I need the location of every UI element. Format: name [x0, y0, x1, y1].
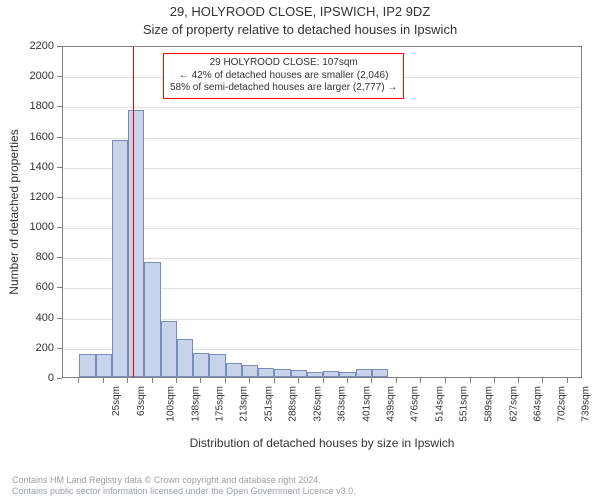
x-tick-mark: [494, 378, 495, 383]
x-tick-mark: [298, 378, 299, 383]
histogram-bar: [209, 354, 225, 377]
footer-line1: Contains HM Land Registry data © Crown c…: [12, 475, 600, 486]
x-tick-mark: [103, 378, 104, 383]
x-tick-mark: [371, 378, 372, 383]
x-tick-mark: [445, 378, 446, 383]
y-tick-label: 2200: [14, 40, 54, 52]
x-tick-label: 589sqm: [483, 386, 494, 422]
annotation-box: 29 HOLYROOD CLOSE: 107sqm ← 42% of detac…: [163, 53, 404, 99]
y-tick-label: 1800: [14, 100, 54, 112]
x-tick-label: 25sqm: [111, 386, 122, 416]
x-tick-label: 288sqm: [288, 386, 299, 422]
y-tick-mark: [57, 167, 62, 168]
y-tick-mark: [57, 106, 62, 107]
histogram-bar: [226, 363, 242, 377]
histogram-bar: [177, 339, 193, 377]
x-tick-label: 251sqm: [264, 386, 275, 422]
histogram-bar: [242, 365, 258, 377]
histogram-bar: [291, 370, 307, 377]
histogram-bar: [323, 371, 339, 377]
x-tick-label: 63sqm: [136, 386, 147, 416]
y-tick-mark: [57, 46, 62, 47]
y-tick-label: 0: [14, 372, 54, 384]
x-tick-label: 175sqm: [214, 386, 225, 422]
x-tick-mark: [200, 378, 201, 383]
x-tick-label: 551sqm: [459, 386, 470, 422]
histogram-bar: [79, 354, 95, 377]
property-marker-line: [133, 47, 134, 377]
x-tick-label: 702sqm: [557, 386, 568, 422]
annotation-line2: ← 42% of detached houses are smaller (2,…: [170, 70, 397, 83]
x-tick-mark: [152, 378, 153, 383]
chart-container: { "title": "29, HOLYROOD CLOSE, IPSWICH,…: [0, 0, 600, 500]
x-tick-mark: [78, 378, 79, 383]
footer: Contains HM Land Registry data © Crown c…: [0, 475, 600, 498]
x-tick-label: 739sqm: [581, 386, 592, 422]
x-tick-mark: [274, 378, 275, 383]
annotation-line3: 58% of semi-detached houses are larger (…: [170, 82, 397, 95]
histogram-bar: [258, 368, 274, 377]
page-subtitle: Size of property relative to detached ho…: [0, 20, 600, 42]
y-tick-label: 200: [14, 342, 54, 354]
histogram-bar: [274, 369, 290, 377]
chart-plot-area: 29 HOLYROOD CLOSE: 107sqm ← 42% of detac…: [62, 46, 582, 378]
x-tick-mark: [420, 378, 421, 383]
histogram-bar: [144, 262, 160, 377]
y-tick-mark: [57, 257, 62, 258]
x-tick-mark: [225, 378, 226, 383]
x-tick-mark: [396, 378, 397, 383]
x-tick-mark: [249, 378, 250, 383]
x-tick-label: 363sqm: [337, 386, 348, 422]
y-tick-mark: [57, 318, 62, 319]
x-tick-mark: [323, 378, 324, 383]
x-tick-mark: [542, 378, 543, 383]
x-tick-label: 213sqm: [239, 386, 250, 422]
x-tick-label: 326sqm: [312, 386, 323, 422]
x-axis-label: Distribution of detached houses by size …: [62, 436, 582, 450]
y-tick-mark: [57, 197, 62, 198]
x-tick-label: 439sqm: [386, 386, 397, 422]
x-tick-mark: [347, 378, 348, 383]
x-tick-mark: [567, 378, 568, 383]
x-tick-label: 476sqm: [410, 386, 421, 422]
x-tick-mark: [470, 378, 471, 383]
y-tick-mark: [57, 137, 62, 138]
x-tick-mark: [127, 378, 128, 383]
histogram-bar: [193, 353, 209, 377]
y-tick-mark: [57, 76, 62, 77]
plot-area: 29 HOLYROOD CLOSE: 107sqm ← 42% of detac…: [62, 46, 582, 378]
x-tick-label: 514sqm: [435, 386, 446, 422]
histogram-bar: [112, 140, 128, 377]
y-tick-mark: [57, 287, 62, 288]
footer-line2: Contains public sector information licen…: [12, 486, 600, 497]
y-axis-label: Number of detached properties: [7, 129, 21, 294]
y-tick-mark: [57, 227, 62, 228]
x-tick-mark: [176, 378, 177, 383]
y-tick-mark: [57, 378, 62, 379]
y-tick-mark: [57, 348, 62, 349]
histogram-bar: [372, 369, 388, 377]
x-tick-mark: [518, 378, 519, 383]
annotation-line1: 29 HOLYROOD CLOSE: 107sqm: [170, 57, 397, 70]
histogram-bar: [307, 372, 323, 377]
histogram-bar: [161, 321, 177, 377]
y-tick-label: 2000: [14, 70, 54, 82]
x-tick-label: 401sqm: [361, 386, 372, 422]
x-tick-label: 627sqm: [508, 386, 519, 422]
x-tick-label: 100sqm: [166, 386, 177, 422]
histogram-bar: [128, 110, 144, 377]
histogram-bar: [339, 372, 355, 377]
x-tick-label: 138sqm: [190, 386, 201, 422]
y-tick-label: 400: [14, 312, 54, 324]
page-title: 29, HOLYROOD CLOSE, IPSWICH, IP2 9DZ: [0, 0, 600, 20]
x-tick-label: 664sqm: [532, 386, 543, 422]
histogram-bar: [96, 354, 112, 377]
histogram-bar: [356, 369, 372, 377]
